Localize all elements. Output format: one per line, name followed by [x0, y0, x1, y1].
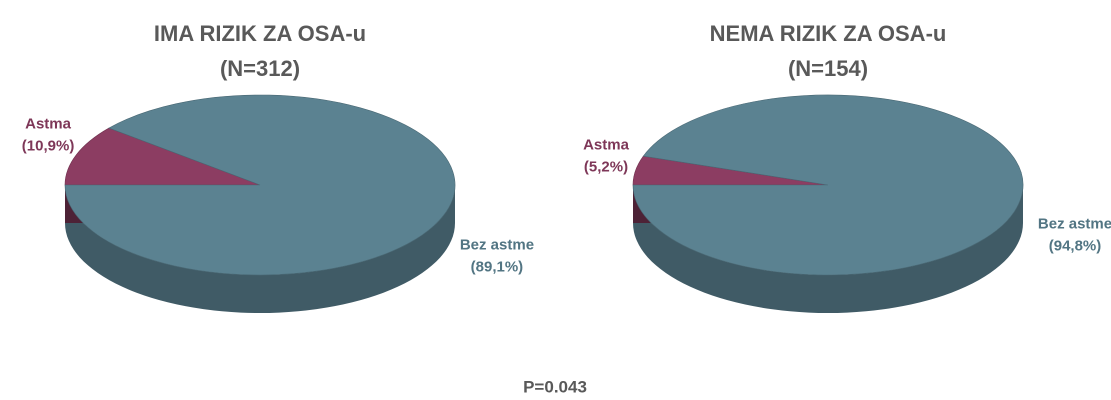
p-value: P=0.043 [523, 377, 587, 396]
data-label: (89,1%) [471, 258, 524, 275]
legend-label: Bez astme [460, 236, 534, 253]
data-label: (5,2%) [584, 158, 628, 175]
slice [64, 127, 261, 186]
data-label: (10,9%) [22, 138, 75, 155]
slice-side [633, 185, 1023, 313]
data-label: (94,8%) [1049, 237, 1102, 254]
legend-label: Astma [583, 136, 630, 153]
legend-label: Astma [25, 116, 72, 133]
legend-label: Bez astme [1038, 215, 1111, 232]
slice-side [65, 185, 455, 313]
chart-title: NEMA RIZIK ZA OSA-u [710, 21, 947, 46]
chart-title: IMA RIZIK ZA OSA-u [154, 21, 366, 46]
chart-subtitle: (N=154) [788, 56, 868, 81]
chart-subtitle: (N=312) [220, 56, 300, 81]
slice [632, 94, 1024, 276]
slice [64, 94, 456, 276]
